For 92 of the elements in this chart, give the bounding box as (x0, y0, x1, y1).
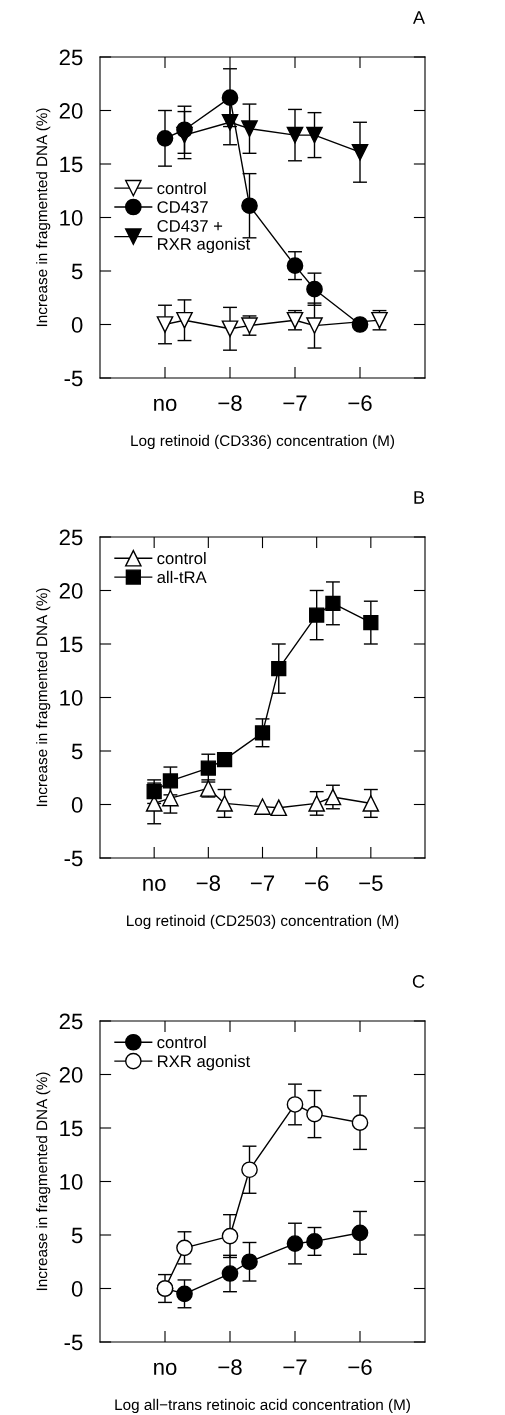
y-axis-title: Increase in fragmented DNA (%) (36, 108, 51, 327)
point (241, 120, 258, 138)
y-tick-label: -5 (64, 1334, 83, 1351)
y-axis-title: Increase in fragmented DNA (%) (36, 588, 51, 807)
point (306, 126, 323, 144)
x-axis-title: Log all−trans retinoic acid concentration (M) (115, 1398, 410, 1414)
point (363, 614, 379, 631)
point (286, 257, 304, 274)
point (254, 725, 271, 741)
point (286, 1235, 304, 1252)
x-tick-label: −7 (283, 395, 307, 411)
x-axis-title: Log retinoid (CD2503) concentration (M) (127, 914, 399, 930)
point (162, 773, 179, 789)
point (286, 1096, 304, 1113)
y-tick-label: 0 (71, 797, 83, 813)
point (156, 129, 174, 147)
x-tick-label: −8 (196, 875, 221, 891)
y-tick-label: 25 (59, 49, 83, 66)
y-tick-label: 15 (60, 156, 83, 173)
x-tick-label: −6 (305, 875, 329, 891)
x-tick-label: −6 (348, 395, 372, 411)
y-tick-label: -5 (64, 850, 83, 867)
point (351, 1224, 369, 1242)
x-tick-label: −7 (283, 1359, 307, 1375)
point (324, 788, 342, 806)
legend-label: control (157, 1036, 206, 1049)
y-tick-label: 5 (71, 743, 83, 760)
point (271, 660, 287, 677)
y-tick-label: 15 (60, 636, 83, 653)
legend-label: CD437 + RXR agonist (157, 220, 251, 254)
point (306, 280, 323, 298)
legend-label: RXR agonist (158, 1054, 251, 1071)
point (221, 1265, 239, 1282)
y-tick-label: 20 (59, 583, 83, 599)
y-tick-label: 25 (59, 1013, 83, 1030)
point (351, 143, 369, 161)
x-tick-label: −5 (359, 875, 383, 891)
y-tick-label: 10 (60, 1174, 83, 1190)
chart-title: B (414, 491, 425, 504)
x-tick-label: no (154, 1362, 177, 1375)
point (156, 316, 174, 333)
x-tick-label: −8 (218, 1359, 242, 1375)
point (216, 751, 233, 768)
x-tick-label: −7 (250, 875, 275, 891)
point (221, 320, 239, 338)
point (176, 1285, 193, 1303)
y-tick-label: 20 (59, 103, 83, 119)
point (362, 795, 380, 812)
legend-label: control (157, 181, 206, 195)
point (176, 126, 193, 144)
point (221, 113, 239, 131)
chart-title: C (412, 975, 425, 988)
point (221, 89, 239, 106)
legend-label: all-tRA (157, 570, 207, 584)
x-tick-label: −6 (348, 1359, 372, 1375)
point (254, 798, 271, 815)
legend-label: control (157, 552, 206, 565)
y-axis-title: Increase in fragmented DNA (%) (36, 1072, 51, 1291)
point (241, 1253, 258, 1271)
y-tick-label: 5 (71, 263, 83, 280)
chart-title: A (412, 11, 425, 24)
point (325, 595, 341, 611)
point (200, 760, 216, 776)
x-axis-title: Log retinoid (CD336) concentration (M) (131, 434, 395, 450)
y-tick-label: 0 (71, 1281, 83, 1297)
point (351, 316, 369, 333)
legend-label: CD437 (157, 201, 208, 213)
point (241, 1161, 258, 1179)
y-tick-label: 20 (59, 1067, 83, 1083)
point (308, 795, 326, 812)
y-tick-label: 25 (59, 529, 83, 546)
point (306, 317, 323, 334)
point (241, 197, 258, 215)
point (216, 795, 233, 812)
x-tick-label: no (154, 398, 177, 411)
point (351, 1114, 369, 1131)
point (176, 1239, 193, 1257)
point (309, 607, 325, 623)
point (162, 789, 179, 807)
x-tick-label: no (143, 878, 166, 891)
point (176, 311, 193, 329)
point (286, 126, 304, 144)
point (221, 1227, 239, 1245)
y-tick-label: -5 (64, 370, 83, 387)
point (306, 1105, 323, 1123)
y-tick-label: 15 (60, 1120, 83, 1137)
y-tick-label: 0 (71, 317, 83, 333)
y-tick-label: 5 (71, 1227, 83, 1244)
point (306, 1233, 323, 1250)
x-tick-label: −8 (218, 395, 242, 411)
y-tick-label: 10 (60, 210, 83, 226)
y-tick-label: 10 (60, 690, 83, 706)
